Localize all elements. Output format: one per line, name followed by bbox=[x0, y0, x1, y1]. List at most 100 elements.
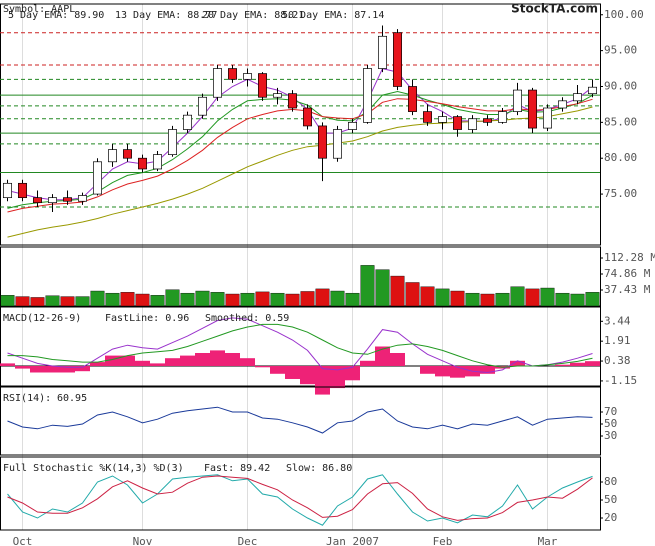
volume-bar bbox=[90, 290, 105, 307]
histogram-bar bbox=[240, 358, 255, 366]
candle-body bbox=[93, 161, 102, 195]
legend-entry: 5 Day EMA: 89.90 bbox=[8, 10, 104, 21]
volume-bar bbox=[300, 291, 315, 307]
candle-body bbox=[423, 111, 432, 123]
y-tick-label: 70 bbox=[604, 405, 617, 418]
candle-body bbox=[483, 118, 492, 123]
volume-bar bbox=[75, 296, 90, 307]
volume-bar bbox=[540, 287, 555, 307]
volume-bar bbox=[450, 290, 465, 307]
volume-bar bbox=[60, 296, 75, 307]
histogram-bar bbox=[480, 365, 495, 374]
legend-entry: 50 Day EMA: 87.14 bbox=[282, 10, 384, 21]
y-tick-label: 0.38 bbox=[604, 354, 631, 367]
histogram-bar bbox=[210, 350, 225, 366]
histogram-bar bbox=[60, 365, 75, 373]
histogram-bar bbox=[120, 355, 135, 366]
panel-title: Symbol: AAPL bbox=[3, 4, 75, 15]
histogram-bar bbox=[270, 365, 285, 374]
volume-bar bbox=[570, 293, 585, 307]
y-tick-label: 75.00 bbox=[604, 187, 637, 200]
volume-bar bbox=[45, 295, 60, 307]
x-tick-label: Jan 2007 bbox=[326, 535, 379, 546]
volume-bar bbox=[165, 289, 180, 307]
histogram-bar bbox=[510, 360, 525, 366]
panel-title: RSI(14): bbox=[3, 393, 51, 404]
histogram-bar bbox=[180, 355, 195, 366]
histogram-bar bbox=[585, 361, 600, 366]
histogram-bar bbox=[15, 365, 30, 369]
y-tick-label: 80 bbox=[604, 475, 617, 488]
candle-body bbox=[33, 197, 42, 204]
legend-entry: Fast: 89.42 bbox=[204, 463, 270, 474]
indicator-line bbox=[7, 317, 593, 374]
indicator-line bbox=[7, 90, 593, 209]
candle-body bbox=[453, 116, 462, 130]
volume-bar bbox=[510, 286, 525, 307]
volume-bar bbox=[195, 290, 210, 307]
x-tick-label: Feb bbox=[433, 535, 453, 546]
panel-frame bbox=[0, 456, 601, 531]
indicator-line bbox=[7, 68, 593, 201]
volume-bar bbox=[180, 292, 195, 307]
histogram-bar bbox=[390, 352, 405, 366]
legend-entry: 60.95 bbox=[57, 393, 87, 404]
y-tick-label: 90.00 bbox=[604, 79, 637, 92]
histogram-bar bbox=[150, 363, 165, 366]
volume-bar bbox=[255, 291, 270, 307]
volume-bar bbox=[495, 292, 510, 307]
volume-bar bbox=[420, 286, 435, 307]
histogram-bar bbox=[555, 364, 570, 366]
candle-body bbox=[108, 149, 117, 163]
candle-body bbox=[498, 111, 507, 123]
candle-body bbox=[348, 121, 357, 130]
candle-body bbox=[123, 149, 132, 159]
candle-body bbox=[183, 114, 192, 130]
candle-body bbox=[408, 86, 417, 112]
candle-body bbox=[48, 197, 57, 204]
legend-entry: Smoothed: 0.59 bbox=[205, 313, 289, 324]
candle-body bbox=[258, 73, 267, 98]
histogram-bar bbox=[285, 365, 300, 379]
volume-bar bbox=[105, 292, 120, 307]
volume-bar bbox=[480, 293, 495, 307]
candle-body bbox=[573, 93, 582, 102]
candle-body bbox=[438, 116, 447, 123]
candle-body bbox=[273, 93, 282, 98]
volume-bar bbox=[405, 282, 420, 307]
volume-bar bbox=[390, 275, 405, 307]
x-tick-label: Mar bbox=[538, 535, 558, 546]
histogram-bar bbox=[315, 365, 330, 395]
volume-bar bbox=[315, 288, 330, 307]
volume-bar bbox=[270, 292, 285, 307]
y-tick-label: -1.15 bbox=[604, 374, 637, 387]
candle-body bbox=[3, 182, 12, 199]
indicator-line bbox=[7, 474, 593, 526]
legend-entry: Slow: 86.80 bbox=[286, 463, 352, 474]
candle-body bbox=[513, 89, 522, 112]
y-tick-label: 80.00 bbox=[604, 151, 637, 164]
candle-body bbox=[558, 100, 567, 109]
indicator-line bbox=[7, 98, 593, 213]
histogram-bar bbox=[90, 362, 105, 366]
histogram-bar bbox=[360, 360, 375, 366]
y-tick-label: 30 bbox=[604, 429, 617, 442]
candle-body bbox=[18, 182, 27, 199]
legend-entry: 20 Day EMA: 88.21 bbox=[202, 10, 304, 21]
candle-body bbox=[378, 35, 387, 69]
volume-bar bbox=[585, 292, 600, 307]
y-tick-label: 112.28 M bbox=[604, 251, 655, 264]
histogram-bar bbox=[450, 365, 465, 378]
histogram-bar bbox=[255, 365, 270, 368]
volume-bar bbox=[330, 290, 345, 307]
panel-frame bbox=[0, 3, 601, 246]
y-tick-label: 50 bbox=[604, 417, 617, 430]
y-tick-label: 3.44 bbox=[604, 314, 631, 327]
indicator-line bbox=[7, 323, 593, 368]
volume-bar bbox=[375, 269, 390, 307]
volume-bar bbox=[210, 292, 225, 307]
y-tick-label: 37.43 M bbox=[604, 283, 651, 296]
candle-body bbox=[393, 32, 402, 87]
volume-bar bbox=[435, 288, 450, 307]
